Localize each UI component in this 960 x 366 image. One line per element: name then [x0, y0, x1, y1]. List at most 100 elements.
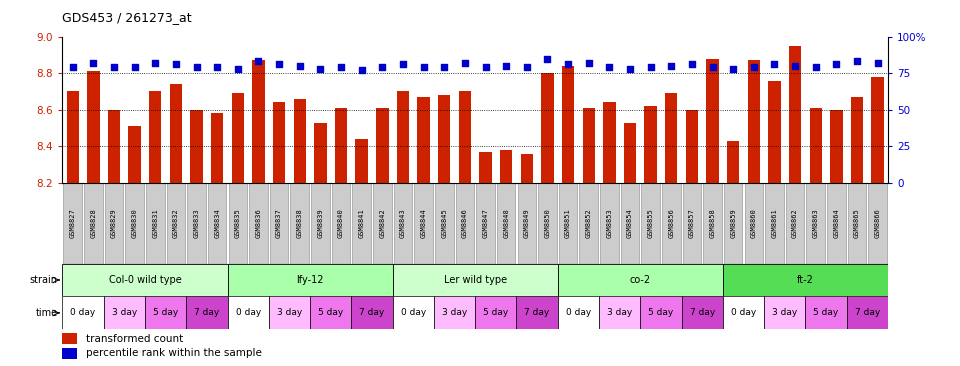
Text: 3 day: 3 day: [607, 309, 633, 317]
Bar: [376, 108, 389, 183]
Text: GSM8855: GSM8855: [648, 208, 654, 238]
Text: GSM8844: GSM8844: [420, 208, 426, 238]
Bar: [830, 110, 843, 183]
Point: [684, 61, 700, 67]
Point: [416, 64, 431, 70]
FancyBboxPatch shape: [723, 296, 764, 329]
Text: 0 day: 0 day: [731, 309, 756, 317]
Point: [540, 56, 555, 61]
Bar: [108, 110, 120, 183]
Bar: [294, 99, 306, 183]
Bar: [149, 92, 161, 183]
Bar: [62, 333, 77, 344]
Bar: [562, 66, 574, 183]
Bar: [66, 92, 79, 183]
FancyBboxPatch shape: [765, 183, 783, 264]
Point: [705, 64, 720, 70]
FancyBboxPatch shape: [146, 183, 164, 264]
Text: GSM8835: GSM8835: [235, 208, 241, 238]
Point: [437, 64, 452, 70]
FancyBboxPatch shape: [186, 296, 228, 329]
Point: [374, 64, 390, 70]
Text: GSM8829: GSM8829: [111, 208, 117, 238]
Text: 5 day: 5 day: [483, 309, 509, 317]
Text: 0 day: 0 day: [400, 309, 426, 317]
Bar: [355, 139, 368, 183]
Text: 5 day: 5 day: [648, 309, 674, 317]
Bar: [748, 60, 760, 183]
FancyBboxPatch shape: [516, 296, 558, 329]
Point: [457, 60, 472, 66]
Point: [726, 66, 741, 72]
Text: ft-2: ft-2: [797, 275, 814, 285]
Text: GSM8846: GSM8846: [462, 208, 468, 238]
FancyBboxPatch shape: [848, 183, 866, 264]
FancyBboxPatch shape: [208, 183, 227, 264]
Text: Col-0 wild type: Col-0 wild type: [108, 275, 181, 285]
Text: GSM8859: GSM8859: [731, 208, 736, 238]
Text: GSM8842: GSM8842: [379, 208, 385, 238]
Bar: [129, 126, 141, 183]
FancyBboxPatch shape: [621, 183, 639, 264]
Point: [230, 66, 246, 72]
Bar: [500, 150, 513, 183]
FancyBboxPatch shape: [228, 183, 247, 264]
FancyBboxPatch shape: [805, 296, 847, 329]
Text: GSM8849: GSM8849: [524, 208, 530, 238]
Point: [292, 63, 307, 69]
Text: GSM8851: GSM8851: [565, 208, 571, 238]
Text: 3 day: 3 day: [442, 309, 468, 317]
FancyBboxPatch shape: [126, 183, 144, 264]
FancyBboxPatch shape: [415, 183, 433, 264]
Text: 7 day: 7 day: [359, 309, 385, 317]
FancyBboxPatch shape: [475, 296, 516, 329]
FancyBboxPatch shape: [600, 183, 618, 264]
Point: [581, 60, 596, 66]
Text: GSM8841: GSM8841: [359, 208, 365, 238]
FancyBboxPatch shape: [847, 296, 888, 329]
Text: GSM8858: GSM8858: [709, 208, 715, 238]
Bar: [809, 108, 822, 183]
Bar: [624, 123, 636, 183]
Text: co-2: co-2: [630, 275, 651, 285]
FancyBboxPatch shape: [311, 183, 329, 264]
Bar: [872, 77, 884, 183]
Bar: [418, 97, 430, 183]
Text: GSM8833: GSM8833: [194, 208, 200, 238]
FancyBboxPatch shape: [806, 183, 825, 264]
Bar: [314, 123, 326, 183]
Bar: [707, 59, 719, 183]
Text: time: time: [36, 308, 58, 318]
FancyBboxPatch shape: [476, 183, 494, 264]
Text: GSM8834: GSM8834: [214, 208, 220, 238]
Point: [478, 64, 493, 70]
Point: [828, 61, 844, 67]
FancyBboxPatch shape: [558, 264, 723, 296]
FancyBboxPatch shape: [187, 183, 205, 264]
Bar: [459, 92, 471, 183]
Bar: [789, 46, 802, 183]
FancyBboxPatch shape: [662, 183, 681, 264]
Bar: [396, 92, 409, 183]
Point: [746, 64, 761, 70]
Point: [663, 63, 679, 69]
Point: [148, 60, 163, 66]
FancyBboxPatch shape: [250, 183, 268, 264]
FancyBboxPatch shape: [828, 183, 846, 264]
FancyBboxPatch shape: [63, 183, 82, 264]
Bar: [87, 71, 100, 183]
Bar: [644, 106, 657, 183]
Point: [643, 64, 659, 70]
Bar: [520, 154, 533, 183]
Text: GSM8853: GSM8853: [607, 208, 612, 238]
Point: [85, 60, 101, 66]
Text: GSM8864: GSM8864: [833, 208, 839, 238]
Bar: [273, 102, 285, 183]
Point: [767, 61, 782, 67]
FancyBboxPatch shape: [62, 264, 228, 296]
Point: [396, 61, 411, 67]
FancyBboxPatch shape: [682, 296, 723, 329]
FancyBboxPatch shape: [704, 183, 722, 264]
Text: 5 day: 5 day: [318, 309, 344, 317]
Text: GSM8838: GSM8838: [297, 208, 302, 238]
